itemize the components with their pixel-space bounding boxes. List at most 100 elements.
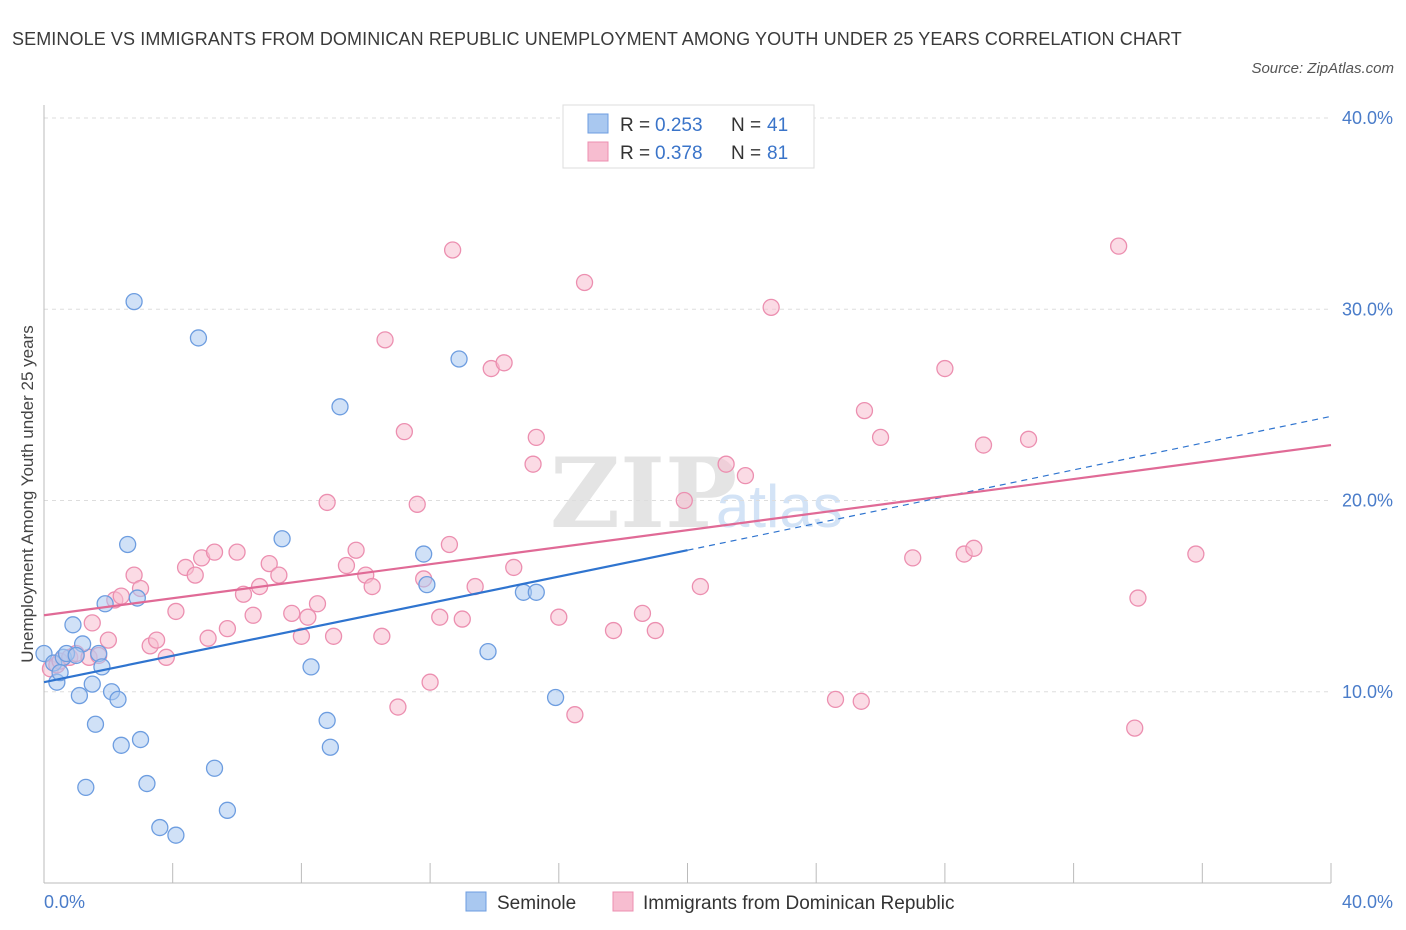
seminole-point-38 bbox=[546, 688, 565, 707]
dominican-point-79 bbox=[1129, 589, 1147, 607]
dominican-point-27 bbox=[260, 554, 278, 573]
legend-top: R = 0.253 N = 41 R = 0.378 N = 81 bbox=[562, 104, 815, 169]
dominican-point-20 bbox=[199, 629, 217, 647]
dominican-point-61 bbox=[646, 621, 664, 640]
trend-lines bbox=[43, 415, 1332, 684]
dominican-point-47 bbox=[440, 535, 459, 554]
seminole-point-31 bbox=[331, 398, 349, 416]
seminole-point-13 bbox=[96, 595, 114, 613]
series-seminole-points bbox=[35, 292, 565, 844]
dominican-point-72 bbox=[936, 359, 954, 378]
seminole-point-10 bbox=[86, 715, 105, 733]
legend-seminole-r-label: R = bbox=[620, 115, 655, 136]
dominican-point-66 bbox=[762, 298, 780, 316]
dominican-point-38 bbox=[363, 577, 381, 596]
dominican-point-70 bbox=[871, 428, 890, 447]
watermark-zip: ZIP bbox=[550, 437, 737, 550]
seminole-point-24 bbox=[189, 329, 208, 347]
y-tick-label-30: 30.0% bbox=[1342, 299, 1393, 319]
dominican-point-35 bbox=[337, 556, 356, 575]
chart-source: Source: ZipAtlas.com bbox=[1251, 60, 1394, 77]
dominican-trend-line bbox=[43, 443, 1332, 617]
y-tick-label-10: 10.0% bbox=[1342, 682, 1393, 702]
dominican-point-40 bbox=[376, 331, 394, 349]
dominican-point-58 bbox=[575, 273, 594, 292]
seminole-point-17 bbox=[119, 535, 137, 554]
legend-seminole-r-value: 0.253 bbox=[655, 115, 703, 136]
dominican-point-33 bbox=[318, 493, 336, 512]
dominican-point-22 bbox=[218, 619, 237, 638]
dominican-point-68 bbox=[852, 692, 870, 710]
y-axis-title: Unemployment Among Youth under 25 years bbox=[18, 325, 37, 662]
dominican-point-53 bbox=[505, 558, 523, 577]
seminole-point-30 bbox=[321, 738, 340, 756]
dominican-point-60 bbox=[633, 604, 652, 622]
dominican-point-46 bbox=[431, 608, 449, 626]
seminole-point-26 bbox=[218, 801, 237, 819]
dominican-point-10 bbox=[112, 587, 130, 605]
dominican-point-18 bbox=[186, 566, 204, 584]
seminole-point-34 bbox=[450, 350, 468, 368]
legend-dominican-swatch bbox=[587, 141, 609, 162]
y-tick-label-40: 40.0% bbox=[1342, 108, 1393, 128]
dominican-point-71 bbox=[904, 549, 922, 567]
seminole-point-15 bbox=[109, 690, 127, 709]
x-ticks bbox=[43, 863, 1332, 883]
dominican-point-39 bbox=[373, 627, 391, 645]
legend-bottom-seminole-label: Seminole bbox=[497, 893, 576, 914]
dominican-point-74 bbox=[965, 539, 983, 557]
dominican-point-34 bbox=[324, 627, 343, 645]
x-tick-label-min: 0.0% bbox=[44, 892, 85, 912]
dominican-point-16 bbox=[167, 602, 185, 621]
dominican-point-76 bbox=[1019, 430, 1038, 448]
legend-dominican-r-label: R = bbox=[620, 143, 655, 164]
legend-bottom-dominican-label: Immigrants from Dominican Republic bbox=[643, 893, 955, 914]
dominican-point-31 bbox=[299, 608, 317, 626]
legend-dominican-n-value: 81 bbox=[767, 143, 788, 164]
dominican-point-77 bbox=[1109, 237, 1128, 255]
watermark-atlas: atlas bbox=[716, 473, 843, 540]
dominican-point-36 bbox=[347, 541, 365, 559]
seminole-point-20 bbox=[131, 730, 150, 749]
seminole-point-25 bbox=[205, 759, 224, 777]
dominican-point-80 bbox=[1187, 545, 1205, 563]
dominican-point-69 bbox=[855, 401, 874, 420]
legend-seminole-n-value: 41 bbox=[767, 115, 788, 136]
dominican-point-62 bbox=[675, 491, 693, 510]
seminole-point-23 bbox=[167, 826, 185, 844]
seminole-point-29 bbox=[318, 711, 336, 730]
dominican-point-43 bbox=[408, 495, 426, 513]
dominican-point-29 bbox=[283, 604, 301, 622]
seminole-point-5 bbox=[64, 616, 82, 634]
dominican-point-49 bbox=[453, 610, 471, 628]
legend-dominican-r-value: 0.378 bbox=[655, 143, 703, 164]
seminole-point-21 bbox=[138, 774, 156, 793]
legend-bottom-dominican-swatch bbox=[612, 891, 634, 912]
dominican-point-32 bbox=[308, 595, 327, 613]
legend-seminole-swatch bbox=[587, 113, 609, 134]
y-tick-labels: 10.0% 20.0% 30.0% 40.0% bbox=[1342, 108, 1393, 702]
dominican-point-6 bbox=[83, 614, 101, 632]
dominican-point-41 bbox=[389, 698, 407, 716]
dominican-point-23 bbox=[228, 543, 246, 561]
seminole-point-22 bbox=[151, 818, 169, 837]
dominican-point-21 bbox=[205, 543, 224, 561]
seminole-point-9 bbox=[83, 675, 101, 693]
x-tick-label-max: 40.0% bbox=[1342, 892, 1393, 912]
seminole-point-27 bbox=[273, 530, 291, 548]
dominican-point-67 bbox=[826, 690, 845, 709]
dominican-point-63 bbox=[691, 577, 710, 596]
legend-seminole-n-label: N = bbox=[731, 115, 766, 136]
dominican-point-55 bbox=[527, 428, 545, 447]
dominican-point-52 bbox=[495, 354, 513, 372]
dominican-point-8 bbox=[99, 631, 117, 649]
seminole-point-39 bbox=[51, 663, 69, 682]
dominican-point-48 bbox=[443, 241, 462, 259]
dominican-point-56 bbox=[550, 608, 568, 626]
seminole-trend-line bbox=[43, 549, 688, 684]
dominican-point-14 bbox=[147, 631, 166, 649]
seminole-point-8 bbox=[77, 778, 95, 797]
dominican-point-57 bbox=[566, 706, 584, 724]
dominican-point-78 bbox=[1126, 719, 1144, 737]
